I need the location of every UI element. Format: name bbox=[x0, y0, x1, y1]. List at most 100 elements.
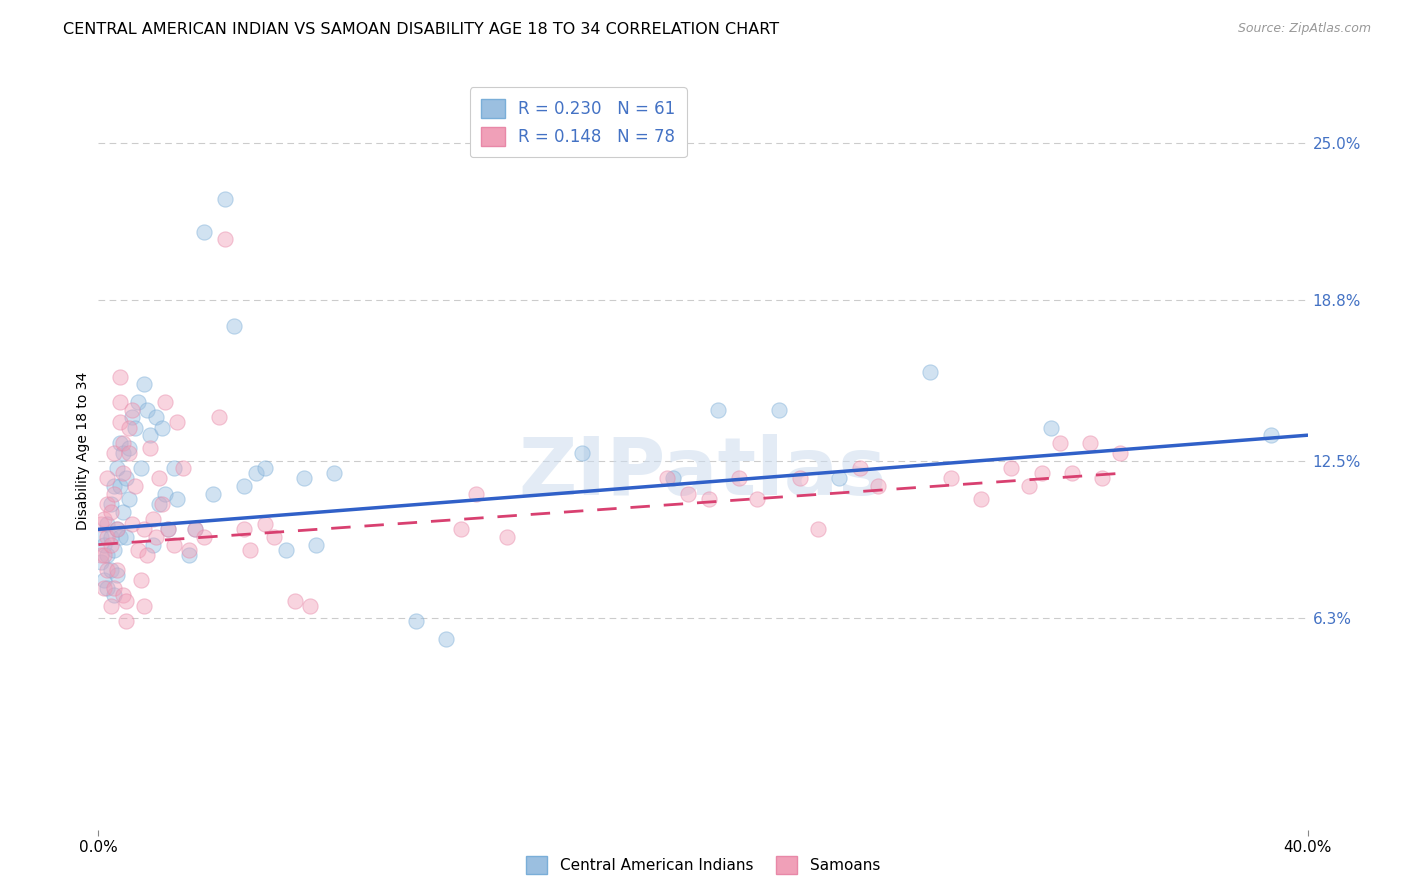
Point bbox=[179, 548, 201, 562]
Point bbox=[142, 538, 165, 552]
Point bbox=[274, 542, 297, 557]
Point bbox=[768, 402, 790, 417]
Point bbox=[145, 530, 167, 544]
Point bbox=[142, 512, 165, 526]
Point bbox=[139, 441, 162, 455]
Point bbox=[1039, 420, 1062, 434]
Point bbox=[96, 517, 118, 532]
Point bbox=[465, 486, 488, 500]
Point bbox=[129, 461, 152, 475]
Point bbox=[828, 471, 851, 485]
Point bbox=[129, 573, 152, 587]
Point bbox=[153, 395, 176, 409]
Point bbox=[163, 538, 186, 552]
Point bbox=[150, 420, 173, 434]
Point bbox=[114, 593, 136, 607]
Point bbox=[93, 512, 115, 526]
Point bbox=[111, 504, 134, 518]
Legend: Central American Indians, Samoans: Central American Indians, Samoans bbox=[520, 850, 886, 880]
Point bbox=[93, 573, 115, 587]
Point bbox=[405, 614, 427, 628]
Point bbox=[1091, 471, 1114, 485]
Point bbox=[153, 486, 176, 500]
Point bbox=[114, 614, 136, 628]
Point bbox=[214, 192, 236, 206]
Point bbox=[939, 471, 962, 485]
Point bbox=[103, 486, 125, 500]
Point bbox=[1260, 428, 1282, 442]
Point bbox=[96, 530, 118, 544]
Point bbox=[105, 563, 128, 577]
Point bbox=[121, 410, 143, 425]
Point bbox=[96, 548, 118, 562]
Point bbox=[1078, 435, 1101, 450]
Point bbox=[193, 530, 215, 544]
Point bbox=[132, 522, 155, 536]
Point bbox=[121, 402, 143, 417]
Point bbox=[150, 497, 173, 511]
Point bbox=[135, 402, 157, 417]
Point bbox=[90, 530, 112, 544]
Point bbox=[100, 599, 122, 613]
Point bbox=[849, 461, 872, 475]
Point bbox=[103, 589, 125, 603]
Point bbox=[292, 471, 315, 485]
Point bbox=[655, 471, 678, 485]
Point bbox=[108, 435, 131, 450]
Point bbox=[111, 467, 134, 481]
Point bbox=[184, 522, 207, 536]
Point bbox=[156, 522, 179, 536]
Point bbox=[118, 441, 141, 455]
Point bbox=[139, 428, 162, 442]
Point bbox=[1018, 479, 1040, 493]
Point bbox=[108, 416, 131, 430]
Point bbox=[299, 599, 322, 613]
Point bbox=[96, 497, 118, 511]
Point bbox=[93, 548, 115, 562]
Point bbox=[132, 377, 155, 392]
Point bbox=[105, 461, 128, 475]
Point bbox=[661, 471, 683, 485]
Point bbox=[676, 486, 699, 500]
Point bbox=[108, 395, 131, 409]
Point bbox=[100, 563, 122, 577]
Point bbox=[1031, 467, 1053, 481]
Point bbox=[105, 568, 128, 582]
Point bbox=[103, 446, 125, 460]
Point bbox=[93, 538, 115, 552]
Point bbox=[145, 410, 167, 425]
Point bbox=[434, 632, 457, 646]
Point bbox=[100, 504, 122, 518]
Point bbox=[148, 497, 170, 511]
Point bbox=[245, 467, 267, 481]
Point bbox=[135, 548, 157, 562]
Point bbox=[90, 556, 112, 570]
Point bbox=[571, 446, 593, 460]
Point bbox=[96, 581, 118, 595]
Point bbox=[789, 471, 811, 485]
Point bbox=[127, 395, 149, 409]
Point bbox=[105, 522, 128, 536]
Text: CENTRAL AMERICAN INDIAN VS SAMOAN DISABILITY AGE 18 TO 34 CORRELATION CHART: CENTRAL AMERICAN INDIAN VS SAMOAN DISABI… bbox=[63, 22, 779, 37]
Point bbox=[118, 420, 141, 434]
Point bbox=[90, 517, 112, 532]
Point bbox=[100, 497, 122, 511]
Point bbox=[111, 435, 134, 450]
Point bbox=[868, 479, 890, 493]
Point bbox=[747, 491, 769, 506]
Point bbox=[100, 530, 122, 544]
Point bbox=[728, 471, 751, 485]
Point bbox=[124, 420, 146, 434]
Point bbox=[105, 522, 128, 536]
Point bbox=[100, 538, 122, 552]
Point bbox=[202, 486, 225, 500]
Point bbox=[118, 446, 141, 460]
Point bbox=[1049, 435, 1071, 450]
Point bbox=[108, 479, 131, 493]
Point bbox=[96, 471, 118, 485]
Point bbox=[127, 542, 149, 557]
Text: Source: ZipAtlas.com: Source: ZipAtlas.com bbox=[1237, 22, 1371, 36]
Point bbox=[166, 416, 188, 430]
Point bbox=[179, 542, 201, 557]
Point bbox=[108, 369, 131, 384]
